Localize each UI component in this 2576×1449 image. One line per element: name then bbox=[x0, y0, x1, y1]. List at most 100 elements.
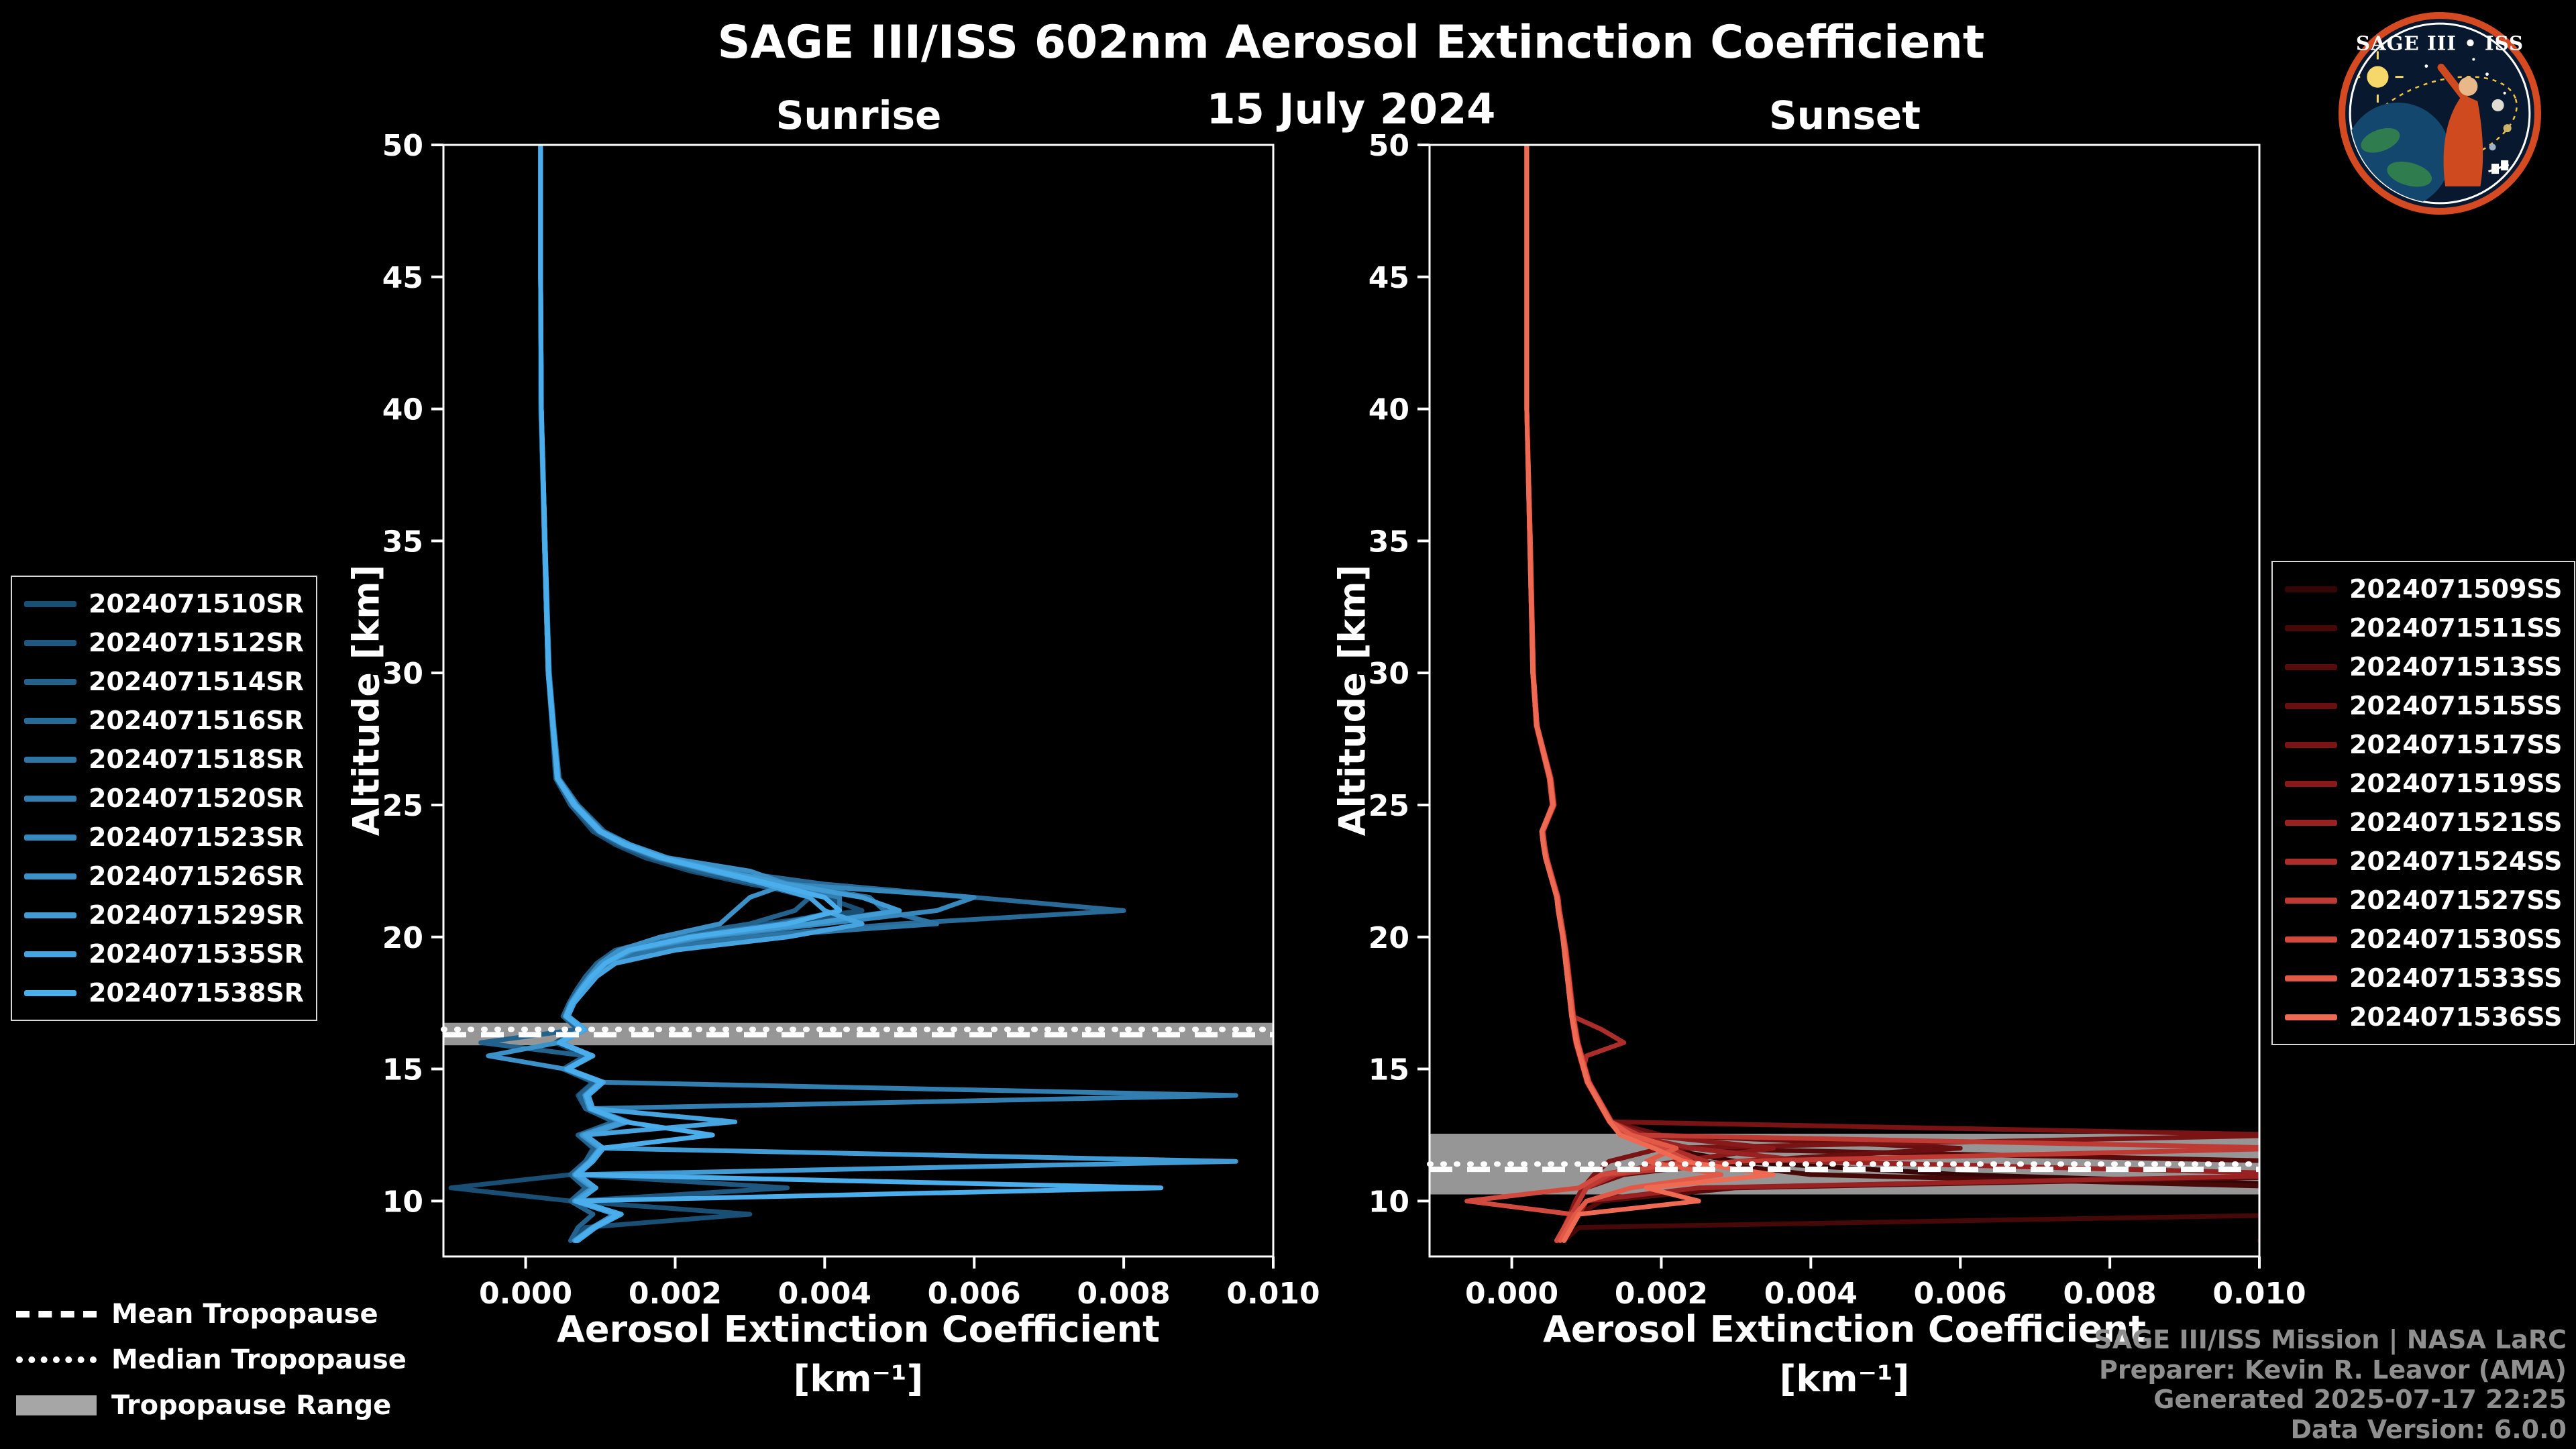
legend-label: 2024071535SR bbox=[89, 939, 305, 969]
legend-label: 2024071517SS bbox=[2349, 730, 2563, 759]
x-tick-label: 0.002 bbox=[629, 1277, 722, 1311]
profile-2024071523SR bbox=[538, 145, 977, 1243]
legend-item-tropopause-range: Tropopause Range bbox=[16, 1390, 407, 1421]
legend-line-swatch bbox=[2285, 975, 2337, 981]
legend-item-2024071536SS: 2024071536SS bbox=[2285, 998, 2562, 1036]
legend-sunrise-events: 2024071510SR 2024071512SR 2024071514SR 2024… bbox=[11, 576, 318, 1021]
earth bbox=[2350, 102, 2451, 203]
sage-iii-iss-logo-icon: SAGE III • ISS bbox=[2339, 12, 2541, 215]
stars bbox=[2424, 58, 2506, 95]
legend-line-swatch bbox=[2285, 1014, 2337, 1020]
planet bbox=[2503, 124, 2512, 133]
y-tick-label: 45 bbox=[382, 261, 423, 295]
legend-line-swatch bbox=[2285, 897, 2337, 904]
x-tick-label: 0.006 bbox=[1914, 1277, 2007, 1311]
y-tick-label: 20 bbox=[382, 921, 423, 955]
legend-label: 2024071510SR bbox=[89, 589, 305, 619]
y-tick-label: 30 bbox=[382, 657, 423, 691]
legend-line-swatch bbox=[24, 717, 76, 724]
y-tick-label: 40 bbox=[1368, 393, 1409, 427]
legend-line-swatch bbox=[2285, 819, 2337, 826]
profile-2024071510SR bbox=[448, 145, 865, 1243]
legend-line-swatch bbox=[24, 834, 76, 841]
x-tick-label: 0.000 bbox=[479, 1277, 572, 1311]
legend-item-2024071526SR: 2024071526SR bbox=[24, 857, 304, 895]
x-tick-label: 0.010 bbox=[1226, 1277, 1320, 1311]
legend-line-swatch bbox=[24, 912, 76, 918]
legend-label: Tropopause Range bbox=[111, 1390, 392, 1421]
legend-item-2024071510SR: 2024071510SR bbox=[24, 585, 304, 623]
legend-item-2024071514SR: 2024071514SR bbox=[24, 663, 304, 700]
x-tick-label: 0.000 bbox=[1465, 1277, 1558, 1311]
profile-2024071533SS bbox=[1524, 145, 1724, 1243]
legend-label: 2024071521SS bbox=[2349, 808, 2563, 837]
legend-line-swatch bbox=[2285, 663, 2337, 670]
profile-2024071536SS bbox=[1524, 145, 1776, 1243]
profile-2024071512SR bbox=[538, 145, 902, 1243]
legend-label: 2024071538SR bbox=[89, 978, 305, 1008]
sunset-axes-box bbox=[1428, 144, 2261, 1258]
legend-line-swatch bbox=[2285, 858, 2337, 865]
profile-2024071515SS bbox=[1524, 145, 1963, 1243]
y-tick-label: 25 bbox=[382, 789, 423, 823]
legend-item-2024071512SR: 2024071512SR bbox=[24, 624, 304, 661]
date-subtitle: 15 July 2024 bbox=[1206, 85, 1496, 133]
iss-icon bbox=[2488, 160, 2510, 174]
tropopause-legend: Mean Tropopause Median Tropopause Tropop… bbox=[16, 1299, 407, 1421]
legend-item-2024071518SR: 2024071518SR bbox=[24, 741, 304, 778]
y-tick-label: 50 bbox=[382, 129, 423, 163]
legend-item-2024071527SS: 2024071527SS bbox=[2285, 881, 2562, 919]
legend-item-mean-tropopause: Mean Tropopause bbox=[16, 1299, 407, 1330]
legend-label: 2024071529SR bbox=[89, 900, 305, 930]
legend-label: Mean Tropopause bbox=[111, 1299, 378, 1330]
x-tick-label: 0.008 bbox=[2063, 1277, 2157, 1311]
sunset-plot: 10 15 20 25 30 35 40 45 50 0.000 0.002 0.004 0.006 0.… bbox=[1368, 129, 2306, 1311]
sunrise-axes-box bbox=[442, 144, 1275, 1258]
legend-label: 2024071523SR bbox=[89, 822, 305, 852]
y-tick-label: 10 bbox=[1368, 1185, 1409, 1219]
credits-block: SAGE III/ISS Mission | NASA LaRC Prepare… bbox=[2094, 1325, 2567, 1445]
y-tick-label: 15 bbox=[382, 1053, 423, 1087]
legend-item-2024071513SS: 2024071513SS bbox=[2285, 648, 2562, 686]
credit-preparer: Preparer: Kevin R. Leavor (AMA) bbox=[2099, 1354, 2567, 1385]
earth-land bbox=[2361, 127, 2400, 153]
legend-line-swatch bbox=[2285, 625, 2337, 631]
credit-mission: SAGE III/ISS Mission | NASA LaRC bbox=[2094, 1324, 2567, 1354]
y-tick-label: 45 bbox=[1368, 261, 1409, 295]
x-tick-label: 0.004 bbox=[1764, 1277, 1858, 1311]
legend-line-swatch bbox=[24, 989, 76, 996]
legend-line-swatch bbox=[24, 639, 76, 646]
panel-title-sunrise: Sunrise bbox=[775, 93, 942, 138]
legend-line-swatch bbox=[2285, 780, 2337, 787]
legend-line-swatch bbox=[24, 678, 76, 685]
y-tick-label: 25 bbox=[1368, 789, 1409, 823]
legend-item-2024071509SS: 2024071509SS bbox=[2285, 570, 2562, 608]
x-tick-label: 0.006 bbox=[928, 1277, 1021, 1311]
legend-line-swatch bbox=[2285, 741, 2337, 748]
legend-label: 2024071518SR bbox=[89, 745, 305, 774]
legend-label: 2024071527SS bbox=[2349, 885, 2563, 915]
legend-line-swatch bbox=[2285, 936, 2337, 943]
legend-label: 2024071536SS bbox=[2349, 1002, 2563, 1032]
legend-item-2024071515SS: 2024071515SS bbox=[2285, 687, 2562, 724]
planet bbox=[2489, 144, 2496, 151]
page-title: SAGE III/ISS 602nm Aerosol Extinction Co… bbox=[717, 16, 1985, 69]
legend-label: 2024071512SR bbox=[89, 628, 305, 657]
legend-label: 2024071516SR bbox=[89, 706, 305, 735]
band-swatch bbox=[16, 1395, 97, 1415]
legend-item-2024071517SS: 2024071517SS bbox=[2285, 726, 2562, 763]
x-axis-units-sunset: [km⁻¹] bbox=[1779, 1358, 1910, 1400]
legend-label: 2024071533SS bbox=[2349, 963, 2563, 993]
legend-label: 2024071509SS bbox=[2349, 574, 2563, 604]
robed-figure bbox=[2443, 94, 2483, 186]
legend-item-2024071530SS: 2024071530SS bbox=[2285, 920, 2562, 958]
profile-2024071518SR bbox=[538, 145, 939, 1243]
legend-item-2024071533SS: 2024071533SS bbox=[2285, 959, 2562, 997]
legend-label: 2024071513SS bbox=[2349, 652, 2563, 682]
profile-2024071516SR bbox=[538, 145, 1126, 1243]
profile-2024071529SR bbox=[538, 145, 1238, 1243]
panel-title-sunset: Sunset bbox=[1769, 93, 1921, 138]
x-tick-label: 0.008 bbox=[1077, 1277, 1171, 1311]
